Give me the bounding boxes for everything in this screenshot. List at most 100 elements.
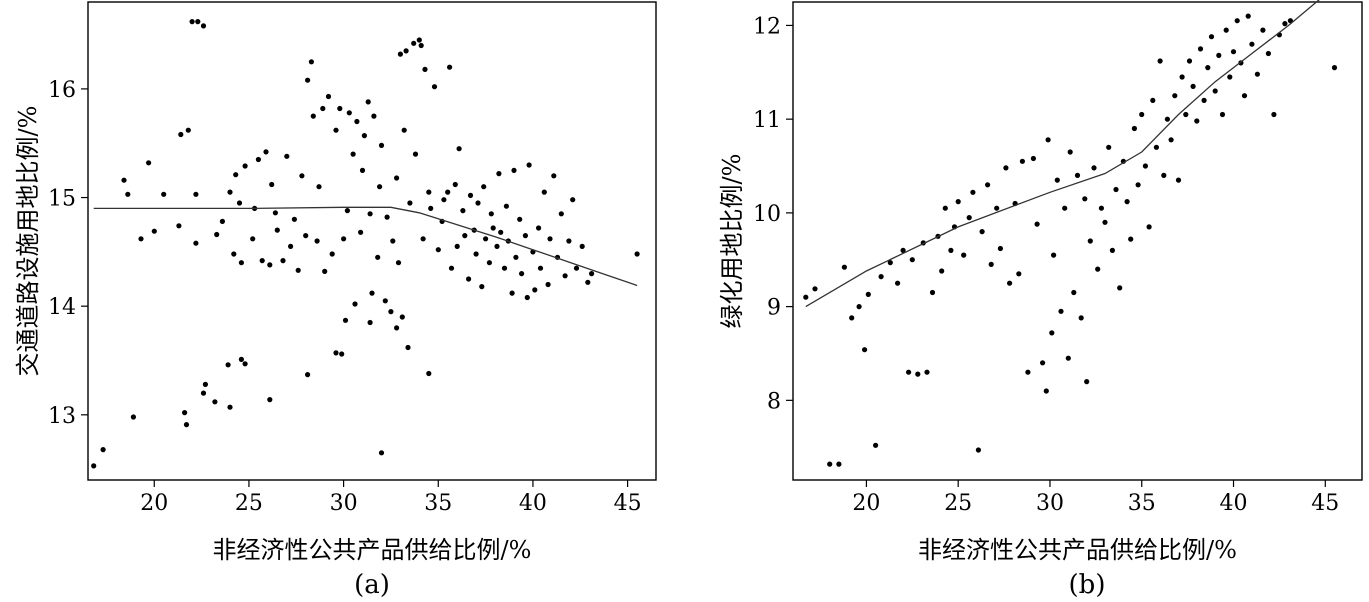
data-point xyxy=(305,372,311,378)
data-point xyxy=(1216,52,1222,59)
data-point xyxy=(909,257,915,263)
data-point xyxy=(200,23,207,29)
x-tick-label: 45 xyxy=(614,491,642,516)
data-point xyxy=(378,142,385,148)
data-point xyxy=(274,227,280,233)
x-axis-label: 非经济性公共产品供给比例/% xyxy=(918,536,1237,564)
data-point xyxy=(1025,369,1031,375)
data-point xyxy=(236,200,243,206)
data-point xyxy=(299,173,305,179)
data-point xyxy=(259,258,265,264)
data-point xyxy=(481,184,487,190)
data-point xyxy=(541,189,547,195)
data-point xyxy=(522,233,529,239)
data-point xyxy=(267,397,273,403)
panel-caption: (a) xyxy=(354,570,390,600)
y-axis-label: 绿化用地比例/% xyxy=(718,154,746,329)
data-point xyxy=(490,225,496,231)
data-point xyxy=(1087,238,1093,244)
data-point xyxy=(333,350,339,356)
data-point xyxy=(269,181,275,188)
data-point xyxy=(441,197,447,203)
data-point xyxy=(1007,280,1013,286)
data-point xyxy=(1074,172,1081,178)
data-point xyxy=(634,251,640,257)
data-point xyxy=(509,290,515,296)
y-axis-label: 交通道路设施用地比例/% xyxy=(14,106,42,377)
data-point xyxy=(375,254,381,260)
data-point xyxy=(498,229,504,235)
data-point xyxy=(138,236,144,242)
data-point xyxy=(573,265,580,271)
data-point xyxy=(929,289,936,296)
x-tick-label: 45 xyxy=(1311,491,1339,516)
plot-frame xyxy=(87,1,657,481)
data-point xyxy=(346,110,352,116)
data-point xyxy=(295,267,301,273)
plot-frame xyxy=(792,1,1363,481)
data-point xyxy=(1245,13,1251,19)
data-point xyxy=(466,276,472,282)
data-point xyxy=(513,254,519,260)
data-point xyxy=(250,236,256,242)
x-tick-label: 40 xyxy=(1220,491,1248,516)
data-point xyxy=(325,93,332,100)
data-point xyxy=(865,291,871,297)
data-point xyxy=(1172,93,1178,99)
data-point xyxy=(895,280,901,286)
data-point xyxy=(1153,144,1159,150)
data-point xyxy=(1098,205,1104,211)
x-tick-label: 30 xyxy=(330,491,358,516)
data-point xyxy=(219,218,225,224)
data-point xyxy=(827,461,833,467)
data-point xyxy=(849,315,855,321)
data-point xyxy=(418,42,424,49)
data-point xyxy=(227,189,233,195)
data-point xyxy=(1183,111,1189,118)
data-point xyxy=(399,314,405,320)
data-point xyxy=(1150,97,1156,103)
data-point xyxy=(411,40,417,46)
data-point xyxy=(200,390,207,396)
data-point xyxy=(238,260,244,266)
data-point xyxy=(526,162,532,168)
data-point xyxy=(1179,74,1185,80)
data-point xyxy=(803,294,809,300)
data-point xyxy=(1084,379,1090,385)
data-point xyxy=(488,211,494,217)
data-point xyxy=(121,177,127,183)
data-point xyxy=(558,211,564,217)
data-point xyxy=(524,294,530,301)
data-point xyxy=(479,284,485,290)
y-tick-label: 9 xyxy=(767,296,781,321)
data-point xyxy=(426,189,432,195)
data-point xyxy=(452,181,458,188)
data-point xyxy=(496,171,502,177)
data-point xyxy=(1227,74,1233,80)
data-point xyxy=(412,151,419,157)
data-point xyxy=(1082,196,1088,202)
data-point xyxy=(975,447,982,453)
data-point xyxy=(536,225,542,231)
data-point xyxy=(961,252,967,258)
data-point xyxy=(344,208,350,214)
data-point xyxy=(435,247,441,253)
y-tick-label: 8 xyxy=(767,389,781,414)
data-point xyxy=(1065,355,1071,361)
data-point xyxy=(1135,182,1141,188)
data-point xyxy=(494,243,500,249)
data-point xyxy=(178,131,184,138)
data-point xyxy=(1271,111,1277,118)
data-point xyxy=(371,113,377,119)
data-point xyxy=(365,99,371,105)
data-point xyxy=(1175,177,1182,183)
data-point xyxy=(460,208,466,214)
fit-line xyxy=(805,0,1320,308)
data-point xyxy=(227,404,233,410)
data-point xyxy=(233,172,239,178)
data-point xyxy=(979,229,985,235)
data-point xyxy=(532,287,538,293)
x-tick-label: 30 xyxy=(1036,491,1064,516)
data-point xyxy=(589,271,595,277)
data-point xyxy=(183,422,190,428)
